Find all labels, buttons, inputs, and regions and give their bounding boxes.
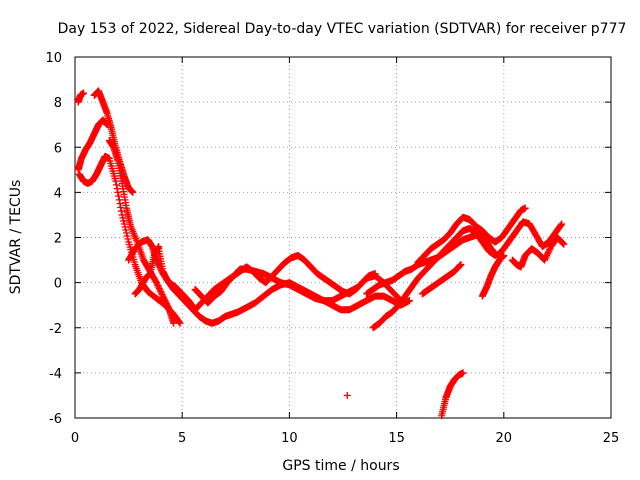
y-tick-label: 6 — [54, 141, 62, 156]
data-point — [124, 235, 132, 243]
data-point — [113, 185, 121, 193]
data-point — [543, 250, 551, 258]
series-arc-14 — [418, 261, 465, 298]
data-point — [80, 89, 88, 97]
data-point — [456, 261, 464, 269]
data-point — [170, 319, 178, 327]
data-point — [545, 247, 553, 255]
data-point — [122, 229, 130, 237]
data-point — [457, 261, 465, 269]
x-tick-label: 5 — [178, 431, 186, 446]
data-point — [521, 204, 529, 212]
data-point — [455, 262, 463, 270]
data-point — [163, 301, 171, 309]
y-axis-label: SDTVAR / TECUs — [8, 180, 24, 295]
x-tick-label: 15 — [388, 431, 405, 446]
data-point — [558, 220, 566, 228]
data-point — [117, 207, 125, 215]
data-point — [123, 232, 131, 240]
series-arc-4 — [90, 87, 137, 196]
data-point — [112, 181, 120, 189]
grid — [75, 57, 611, 418]
series-arc-17 — [508, 234, 568, 271]
series-arc-15 — [474, 218, 566, 260]
data-point — [557, 221, 565, 229]
data-point — [129, 188, 137, 196]
data-point — [162, 300, 170, 308]
series-arc-1 — [74, 89, 88, 106]
data-point — [543, 252, 551, 260]
y-tick-label: 4 — [54, 186, 62, 201]
data-point — [159, 292, 167, 300]
data-point — [343, 391, 351, 399]
series-arc-2 — [74, 116, 111, 174]
data-point — [541, 255, 549, 263]
data-point — [155, 283, 163, 291]
y-tick-label: -2 — [49, 322, 62, 337]
data-point — [119, 214, 127, 222]
data-point — [153, 280, 161, 288]
data-point — [165, 304, 173, 312]
data-point — [156, 286, 164, 294]
series-arc-10 — [191, 252, 379, 307]
data-point — [121, 223, 129, 231]
chart-title: Day 153 of 2022, Sidereal Day-to-day VTE… — [58, 21, 627, 37]
axis-ticks: 0 5 10 15 20 25 -6 -4 -2 0 2 4 6 8 10 — [45, 51, 619, 446]
data-point — [112, 177, 120, 185]
data-point — [120, 217, 128, 225]
series-arc-16 — [478, 252, 508, 300]
data-point — [122, 226, 130, 234]
y-tick-label: 2 — [54, 232, 62, 247]
data-point — [160, 295, 168, 303]
data-point — [161, 297, 169, 305]
data-point — [155, 285, 163, 293]
data-point — [115, 192, 123, 200]
data-point — [541, 256, 549, 264]
data-point — [152, 279, 160, 287]
data-point — [176, 319, 184, 327]
data-point — [158, 291, 166, 299]
y-tick-label: -4 — [49, 367, 62, 382]
data-point — [405, 297, 413, 305]
series-arc-18 — [438, 369, 467, 420]
data-point — [459, 369, 467, 377]
series-arc-3 — [75, 152, 184, 327]
data-point — [114, 188, 122, 196]
data-point — [500, 252, 508, 260]
y-tick-label: 0 — [54, 277, 62, 292]
data-point — [120, 220, 128, 228]
data-point — [559, 240, 567, 248]
data-point — [118, 211, 126, 219]
y-tick-label: -6 — [49, 412, 62, 427]
x-tick-label: 0 — [71, 431, 79, 446]
data-point — [560, 240, 568, 248]
data-point — [154, 282, 162, 290]
y-tick-label: 8 — [54, 96, 62, 111]
data-point — [544, 249, 552, 257]
x-axis-label: GPS time / hours — [282, 458, 399, 474]
data-point — [546, 246, 554, 254]
series-arc-13 — [414, 204, 529, 266]
data-marks — [74, 87, 568, 420]
data-point — [175, 318, 183, 326]
series-arc-19 — [343, 391, 351, 399]
x-tick-label: 20 — [496, 431, 513, 446]
data-point — [558, 239, 566, 247]
data-point — [116, 200, 124, 208]
data-point — [157, 288, 165, 296]
data-point — [371, 270, 379, 278]
data-point — [117, 203, 125, 211]
data-point — [542, 253, 550, 261]
y-tick-label: 10 — [45, 51, 62, 66]
data-point — [157, 289, 165, 297]
data-point — [164, 303, 172, 311]
x-tick-label: 10 — [281, 431, 298, 446]
x-tick-label: 25 — [603, 431, 620, 446]
data-point — [160, 294, 168, 302]
data-point — [162, 298, 170, 306]
series-arc-5 — [105, 136, 178, 327]
